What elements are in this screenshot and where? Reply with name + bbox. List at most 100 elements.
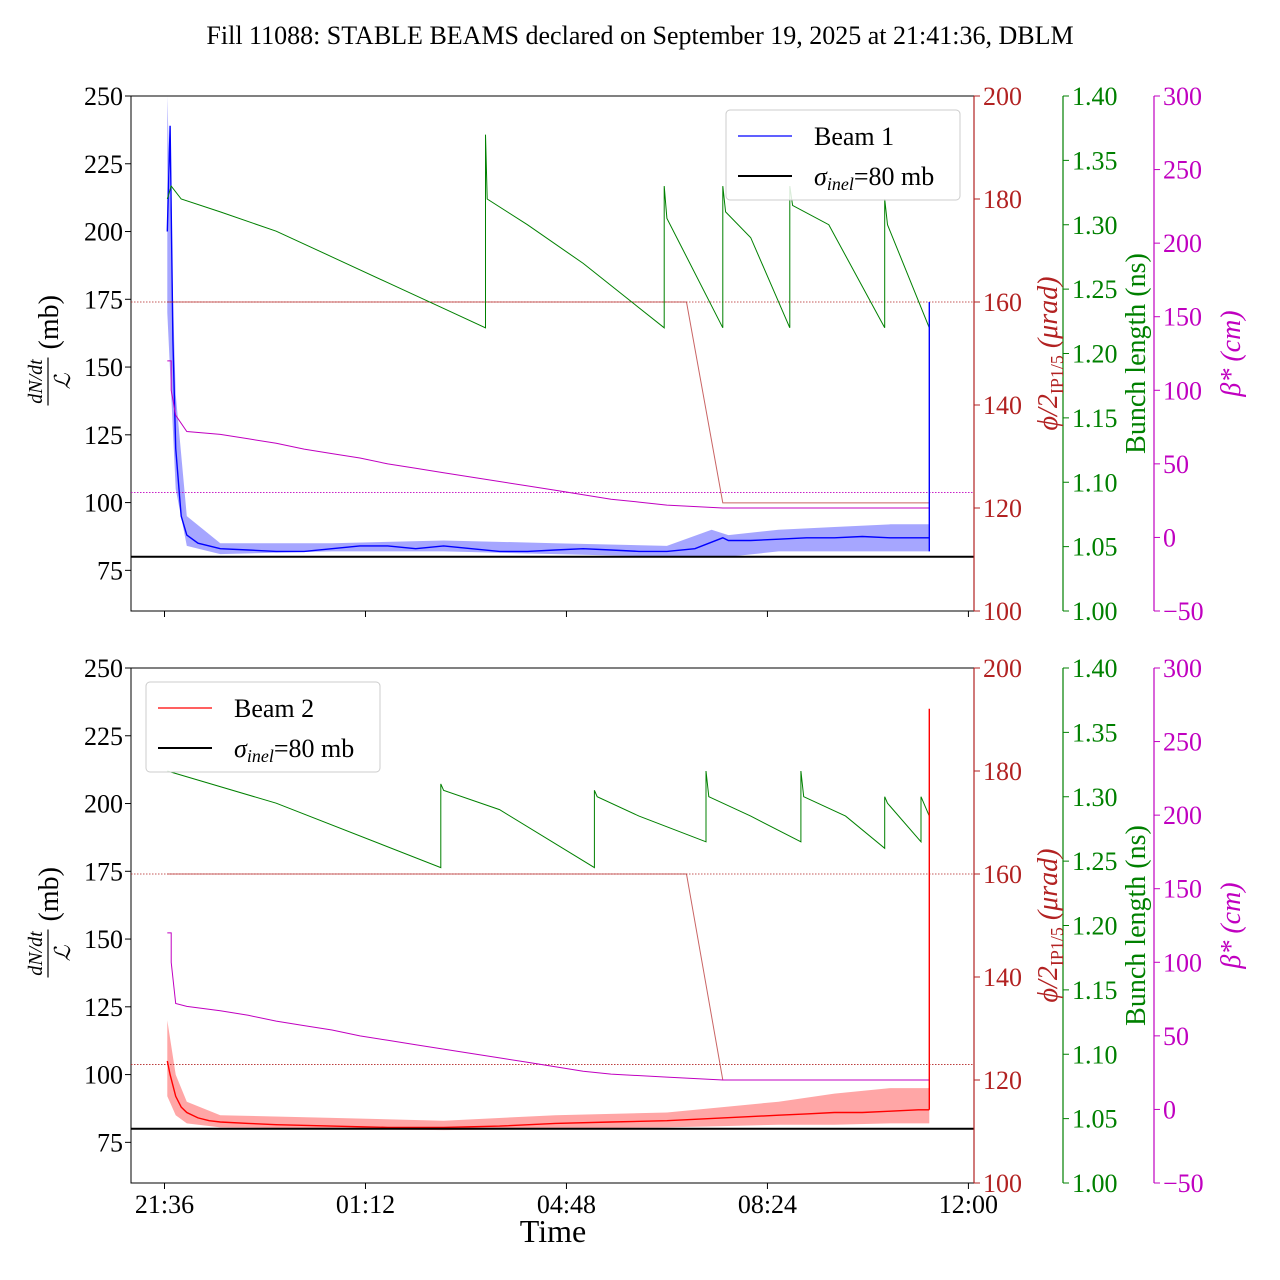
series-band-beam-2 — [167, 1020, 930, 1131]
y-label-unit: (mb) — [34, 867, 65, 921]
x-axis-label: Time — [520, 1213, 586, 1249]
x-tick-label: 12:00 — [939, 1190, 998, 1219]
crossing-tick-label: 100 — [983, 1169, 1022, 1198]
y-label-numerator: dN/dt — [25, 359, 47, 404]
beta-tick-label: 150 — [1163, 875, 1202, 904]
series-bunch-length — [167, 770, 930, 869]
legend-entry: Beam 2 — [234, 694, 314, 723]
crossing-tick-label: 200 — [983, 654, 1022, 683]
bunch-axis-label: Bunch length (ns) — [1121, 253, 1152, 454]
beta-tick-label: −50 — [1163, 1169, 1204, 1198]
legend-entry: σinel=80 mb — [234, 734, 354, 766]
y-tick-label: 200 — [84, 790, 123, 819]
beta-tick-label: 300 — [1163, 654, 1202, 683]
x-tick-label: 01:12 — [336, 1190, 395, 1219]
panel-bottom: 21:36 01:12 04:48 08:24 12:00 75 100 125 150 175 2… — [25, 654, 1247, 1219]
beta-tick-label: 100 — [1163, 948, 1202, 977]
y-tick-label: 100 — [84, 1061, 123, 1090]
bunch-tick-label: 1.25 — [1072, 275, 1118, 304]
y-label-denominator: ℒ — [50, 372, 75, 389]
beta-tick-label: −50 — [1163, 597, 1204, 626]
bunch-tick-label: 1.10 — [1072, 468, 1118, 497]
bunch-tick-label: 1.25 — [1072, 847, 1118, 876]
bunch-tick-label: 1.40 — [1072, 654, 1118, 683]
y-tick-label: 125 — [84, 421, 123, 450]
bunch-tick-label: 1.05 — [1072, 1105, 1118, 1134]
crossing-tick-label: 140 — [983, 391, 1022, 420]
y-tick-label: 150 — [84, 353, 123, 382]
series-bunch-length — [166, 134, 930, 329]
beta-tick-label: 300 — [1163, 82, 1202, 111]
beta-tick-label: 200 — [1163, 229, 1202, 258]
y-tick-label: 225 — [84, 722, 123, 751]
legend-box — [725, 109, 961, 201]
y-tick-label: 175 — [84, 285, 123, 314]
crossing-tick-label: 160 — [983, 860, 1022, 889]
bunch-tick-label: 1.15 — [1072, 976, 1118, 1005]
beta-tick-label: 50 — [1163, 1022, 1189, 1051]
chart-title: Fill 11088: STABLE BEAMS declared on Sep… — [206, 21, 1073, 50]
beta-tick-label: 100 — [1163, 376, 1202, 405]
y-axis-label: dN/dt ℒ (mb) — [25, 295, 75, 406]
legend: Beam 2 σinel=80 mb — [145, 681, 381, 773]
crossing-axis-label: ϕ/2IP1/5 (μrad) — [1033, 849, 1067, 1003]
y-tick-label: 125 — [84, 993, 123, 1022]
crossing-tick-label: 160 — [983, 288, 1022, 317]
x-tick-label: 04:48 — [537, 1190, 596, 1219]
panel-top: 75 100 125 150 175 200 225 250 dN/dt ℒ (mb) 100 120 1… — [25, 82, 1247, 626]
crossing-tick-label: 100 — [983, 597, 1022, 626]
y-label-denominator: ℒ — [50, 944, 75, 961]
series--2-ip1-5 — [167, 301, 930, 504]
bunch-tick-label: 1.30 — [1072, 783, 1118, 812]
crossing-tick-label: 140 — [983, 963, 1022, 992]
crossing-tick-label: 120 — [983, 494, 1022, 523]
beta-axis-label: β* (cm) — [1216, 310, 1247, 397]
y-tick-label: 75 — [97, 556, 123, 585]
series-- — [167, 360, 930, 509]
x-tick-label: 08:24 — [738, 1190, 797, 1219]
legend-box — [145, 681, 381, 773]
crossing-tick-label: 180 — [983, 185, 1022, 214]
bunch-tick-label: 1.40 — [1072, 82, 1118, 111]
legend-entry: σinel=80 mb — [814, 162, 934, 194]
beta-tick-label: 50 — [1163, 450, 1189, 479]
bunch-tick-label: 1.35 — [1072, 146, 1118, 175]
legend: Beam 1 σinel=80 mb — [725, 109, 961, 201]
bunch-tick-label: 1.35 — [1072, 718, 1118, 747]
bunch-tick-label: 1.30 — [1072, 211, 1118, 240]
beta-tick-label: 200 — [1163, 801, 1202, 830]
x-tick-label: 21:36 — [135, 1190, 194, 1219]
crossing-tick-label: 120 — [983, 1066, 1022, 1095]
bunch-tick-label: 1.20 — [1072, 340, 1118, 369]
bunch-tick-label: 1.15 — [1072, 404, 1118, 433]
y-tick-label: 100 — [84, 489, 123, 518]
bunch-tick-label: 1.05 — [1072, 533, 1118, 562]
bunch-axis-label: Bunch length (ns) — [1121, 825, 1152, 1026]
beta-tick-label: 0 — [1163, 1095, 1176, 1124]
beta-tick-label: 250 — [1163, 728, 1202, 757]
y-tick-label: 250 — [84, 654, 123, 683]
y-tick-label: 225 — [84, 150, 123, 179]
bunch-tick-label: 1.00 — [1072, 597, 1118, 626]
crossing-tick-label: 180 — [983, 757, 1022, 786]
series-beam-2 — [166, 1060, 930, 1129]
y-tick-label: 150 — [84, 925, 123, 954]
bunch-tick-label: 1.10 — [1072, 1040, 1118, 1069]
bunch-tick-label: 1.20 — [1072, 912, 1118, 941]
beta-tick-label: 0 — [1163, 523, 1176, 552]
y-tick-label: 175 — [84, 857, 123, 886]
series-beam-1 — [166, 125, 930, 553]
series-- — [167, 932, 930, 1081]
y-tick-label: 250 — [84, 82, 123, 111]
y-axis-label: dN/dt ℒ (mb) — [25, 867, 75, 978]
bunch-tick-label: 1.00 — [1072, 1169, 1118, 1198]
y-label-unit: (mb) — [34, 295, 65, 349]
beta-tick-label: 150 — [1163, 303, 1202, 332]
y-tick-label: 200 — [84, 218, 123, 247]
y-tick-label: 75 — [97, 1128, 123, 1157]
beta-axis-label: β* (cm) — [1216, 882, 1247, 969]
y-label-numerator: dN/dt — [25, 931, 47, 976]
beta-tick-label: 250 — [1163, 156, 1202, 185]
